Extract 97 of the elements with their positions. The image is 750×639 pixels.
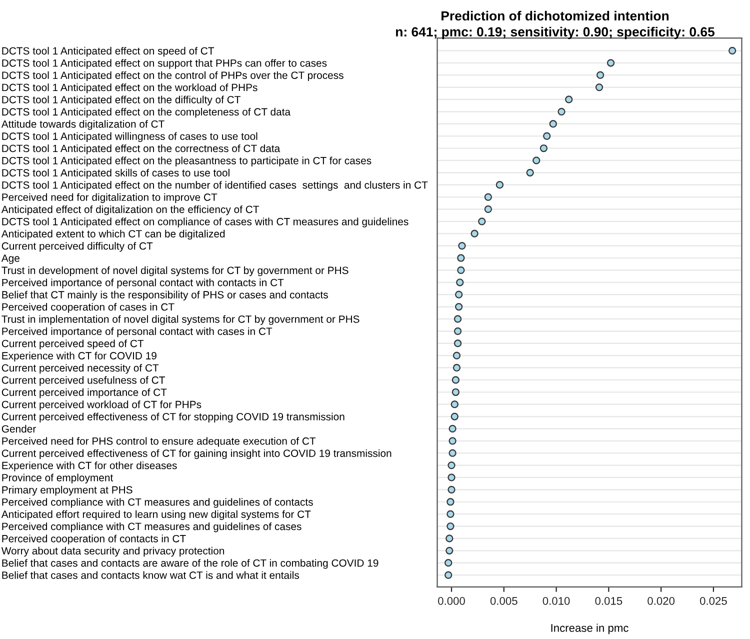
y-tick-label: DCTS tool 1 Anticipated effect on support that PHPs can offer to cases	[2, 59, 327, 69]
y-tick-label: Perceived cooperation of contacts in CT	[2, 534, 186, 544]
x-tick-label: 0.015	[595, 597, 622, 605]
point	[446, 510, 454, 518]
point	[450, 412, 458, 420]
point	[448, 461, 456, 470]
y-tick-label: Age	[1, 254, 20, 264]
y-tick-label: DCTS tool 1 Anticipated effect on the number of identified cases settings and clusters in CT	[2, 181, 428, 191]
point	[454, 340, 462, 348]
point	[444, 571, 452, 579]
point	[484, 193, 492, 201]
point	[457, 266, 465, 274]
y-tick-label: DCTS tool 1 Anticipated effect on the completeness of CT data	[2, 108, 291, 118]
x-tick-label: 0.020	[648, 597, 675, 605]
point	[484, 205, 492, 214]
point	[543, 132, 551, 140]
point	[565, 96, 573, 104]
y-tick-label: Current perceived effectiveness of CT for gaining insight into COVID 19 transmission	[2, 449, 392, 460]
y-tick-label: Anticipated effort required to learn using new digital systems for CT	[1, 510, 311, 520]
y-tick-label: Belief that cases and contacts know wat CT is and what it entails	[2, 571, 300, 579]
y-tick-label: Current perceived effectiveness of CT for stopping COVID 19 transmission	[2, 412, 344, 422]
x-tick-label: 0.010	[542, 597, 570, 605]
point	[606, 59, 615, 67]
point	[458, 242, 466, 250]
point	[526, 168, 534, 176]
y-tick-label: DCTS tool 1 Anticipated skills of cases to use tool	[2, 168, 230, 179]
y-tick-label: Experience with CT for COVID 19	[2, 352, 156, 362]
y-tick-label: Primary employment at PHS	[2, 486, 132, 496]
y-tick-label: Current perceived difficulty of CT	[2, 242, 153, 252]
y-tick-label: Perceived importance of personal contact with cases in CT	[2, 327, 272, 338]
y-tick-label: Perceived compliance with CT measures and guidelines of cases	[2, 522, 302, 532]
y-tick-label: Perceived cooperation of cases in CT	[2, 302, 174, 313]
point	[470, 230, 478, 238]
y-tick-label: Anticipated extent to which CT can be digitalized	[1, 230, 225, 240]
point	[728, 46, 736, 55]
chart-subtitle: n: 641; pmc: 0.19; sensitivity: 0.90; specificity: 0.65	[396, 26, 715, 40]
point	[448, 486, 456, 494]
point	[558, 108, 566, 116]
y-tick-label: Perceived importance of personal contact with contacts in CT	[2, 278, 284, 288]
point	[595, 83, 604, 92]
y-tick-label: Perceived need for PHS control to ensure adequate execution of CT	[2, 437, 316, 447]
y-tick-label: Trust in development of novel digital systems for CT by government or PHS	[2, 266, 348, 276]
point	[454, 315, 462, 323]
y-tick-label: DCTS tool 1 Anticipated effect on the correctness of CT data	[2, 144, 280, 154]
y-tick-label: DCTS tool 1 Anticipated effect on speed of CT	[2, 46, 214, 57]
x-tick-label: 0.005	[490, 597, 518, 605]
point	[450, 400, 458, 408]
point	[540, 144, 548, 152]
y-tick-label: DCTS tool 1 Anticipated willingness of cases to use tool	[2, 132, 258, 142]
point	[446, 534, 454, 542]
x-tick-label: 0.000	[438, 597, 465, 605]
y-tick-label: DCTS tool 1 Anticipated effect on the difficulty of CT	[2, 96, 240, 106]
point	[448, 449, 456, 457]
y-tick-label: Perceived compliance with CT measures and guidelines of contacts	[2, 498, 313, 508]
y-tick-label: Belief that CT mainly is the responsibility of PHS or cases and contacts	[2, 290, 328, 301]
point	[496, 181, 504, 189]
point	[478, 218, 486, 226]
y-tick-label: Gender	[2, 424, 36, 433]
point	[549, 120, 557, 128]
y-tick-label: Trust in implementation of novel digital systems for CT by government or PHS	[2, 315, 360, 325]
point	[444, 559, 452, 567]
y-tick-label: Attitude towards digitalization of CT	[1, 120, 164, 130]
point	[446, 498, 454, 506]
point	[452, 388, 460, 396]
point	[446, 522, 454, 530]
point	[457, 254, 465, 262]
point	[452, 376, 460, 384]
y-tick-label: Current perceived importance of CT	[2, 388, 167, 398]
point	[455, 302, 463, 311]
y-tick-label: DCTS tool 1 Anticipated effect on the control of PHPs over the CT process	[2, 71, 344, 82]
point	[448, 474, 456, 482]
x-tick-label: 0.025	[700, 597, 727, 605]
point	[448, 424, 456, 433]
y-tick-label: Current perceived necessity of CT	[2, 364, 159, 374]
y-tick-label: Current perceived usefulness of CT	[2, 376, 165, 386]
point	[448, 437, 456, 445]
point	[452, 352, 461, 360]
point	[452, 364, 461, 372]
y-tick-label: Experience with CT for other diseases	[2, 462, 177, 472]
y-tick-label: DCTS tool 1 Anticipated effect on compliance of cases with CT measures and guidelines	[2, 218, 408, 228]
point	[596, 71, 604, 79]
y-tick-label: Anticipated effect of digitalization on the efficiency of CT	[1, 205, 260, 216]
chart-title: Prediction of dichotomized intention	[442, 10, 669, 21]
y-tick-label: DCTS tool 1 Anticipated effect on the workload of PHPs	[2, 84, 258, 94]
y-tick-label: Current perceived speed of CT	[2, 340, 144, 350]
point	[455, 290, 463, 298]
y-tick-label: Province of employment	[2, 474, 114, 484]
y-tick-label: Worry about data security and privacy protection	[1, 546, 224, 557]
y-tick-label: Perceived need for digitalization to improve CT	[2, 193, 218, 203]
y-tick-label: DCTS tool 1 Anticipated effect on the pleasantness to participate in CT for cases	[2, 156, 372, 166]
x-axis-title: Increase in pmc	[551, 624, 628, 634]
point	[446, 546, 454, 554]
point	[532, 156, 540, 164]
point	[454, 327, 462, 335]
y-tick-label: Belief that cases and contacts are aware of the role of CT in combating COVID 19	[2, 559, 378, 569]
y-tick-label: Current perceived workload of CT for PHPs	[2, 400, 202, 410]
point	[456, 278, 464, 286]
